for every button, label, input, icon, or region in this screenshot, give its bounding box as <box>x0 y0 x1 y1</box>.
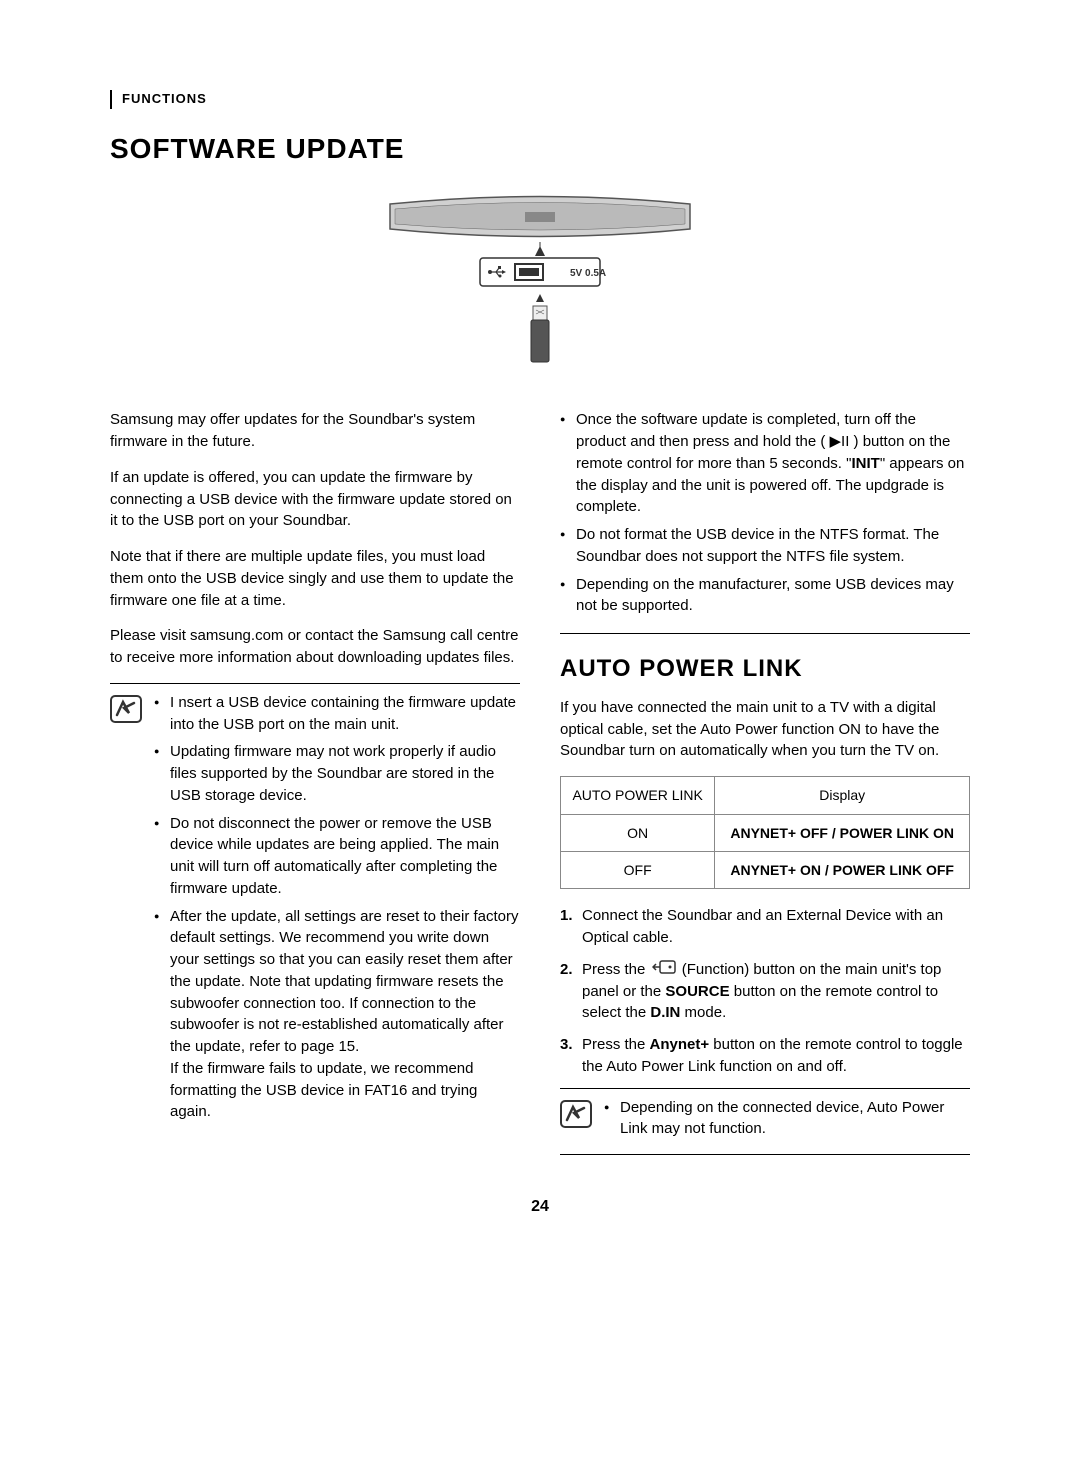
auto-power-title: AUTO POWER LINK <box>560 652 970 687</box>
step-1: 1. Connect the Soundbar and an External … <box>560 905 970 949</box>
auto-power-intro: If you have connected the main unit to a… <box>560 697 970 762</box>
table-header-row: AUTO POWER LINK Display <box>561 777 970 814</box>
note-item-4b: If the firmware fails to update, we reco… <box>170 1060 477 1121</box>
note-item-3: Do not disconnect the power or remove th… <box>154 813 520 900</box>
step-2a: Press the <box>582 961 650 978</box>
right-note-item: Depending on the connected device, Auto … <box>604 1097 970 1141</box>
page-header: FUNCTIONS <box>110 90 970 109</box>
intro-para-3: Note that if there are multiple update f… <box>110 546 520 611</box>
section-label: FUNCTIONS <box>122 90 970 109</box>
table-row-on: ON ANYNET+ OFF / POWER LINK ON <box>561 814 970 851</box>
rt-item-3: Depending on the manufacturer, some USB … <box>560 574 970 618</box>
note-item-2: Updating firmware may not work properly … <box>154 741 520 806</box>
note-item-4: After the update, all settings are reset… <box>154 906 520 1124</box>
th-1: AUTO POWER LINK <box>561 777 715 814</box>
td-on: ON <box>561 814 715 851</box>
note-item-4a: After the update, all settings are reset… <box>170 908 519 1056</box>
right-column: Once the software update is completed, t… <box>560 409 970 1155</box>
step-3: 3. Press the Anynet+ button on the remot… <box>560 1034 970 1078</box>
soundbar-diagram: 5V 0.5A <box>110 184 970 384</box>
td-off-display: ANYNET+ ON / POWER LINK OFF <box>715 851 970 888</box>
right-top-list: Once the software update is completed, t… <box>560 409 970 617</box>
usb-port-label: 5V 0.5A <box>570 268 606 279</box>
td-on-display: ANYNET+ OFF / POWER LINK ON <box>715 814 970 851</box>
steps-list: 1. Connect the Soundbar and an External … <box>560 905 970 1077</box>
right-top-notes: Once the software update is completed, t… <box>560 409 970 634</box>
function-icon <box>652 959 676 981</box>
intro-para-1: Samsung may offer updates for the Soundb… <box>110 409 520 453</box>
intro-para-2: If an update is offered, you can update … <box>110 467 520 532</box>
table-row-off: OFF ANYNET+ ON / POWER LINK OFF <box>561 851 970 888</box>
rt-item-2: Do not format the USB device in the NTFS… <box>560 524 970 568</box>
intro-para-4: Please visit samsung.com or contact the … <box>110 625 520 669</box>
step-2-num: 2. <box>560 959 573 981</box>
step-2-source: SOURCE <box>665 983 729 1000</box>
page-title: SOFTWARE UPDATE <box>110 129 970 170</box>
td-off: OFF <box>561 851 715 888</box>
step-3a: Press the <box>582 1036 650 1053</box>
right-note-block: Depending on the connected device, Auto … <box>560 1088 970 1156</box>
note-item-1: I nsert a USB device containing the firm… <box>154 692 520 736</box>
step-3-num: 3. <box>560 1034 573 1056</box>
note-icon <box>110 692 142 1129</box>
left-column: Samsung may offer updates for the Soundb… <box>110 409 520 1155</box>
step-2d: mode. <box>680 1004 726 1021</box>
step-2-din: D.IN <box>650 1004 680 1021</box>
th-2: Display <box>715 777 970 814</box>
step-2: 2. Press the (Function) button on the ma… <box>560 959 970 1024</box>
left-note-block: I nsert a USB device containing the firm… <box>110 683 520 1137</box>
note-icon-right <box>560 1097 592 1147</box>
step-1-text: Connect the Soundbar and an External Dev… <box>582 907 943 946</box>
right-note-content: Depending on the connected device, Auto … <box>604 1097 970 1147</box>
step-1-num: 1. <box>560 905 573 927</box>
step-3-anynet: Anynet+ <box>650 1036 710 1053</box>
left-note-list: I nsert a USB device containing the firm… <box>154 692 520 1123</box>
auto-power-table: AUTO POWER LINK Display ON ANYNET+ OFF /… <box>560 776 970 889</box>
page-number: 24 <box>110 1195 970 1218</box>
rt1bold: INIT <box>851 455 879 472</box>
content-columns: Samsung may offer updates for the Soundb… <box>110 409 970 1155</box>
right-note-list: Depending on the connected device, Auto … <box>604 1097 970 1141</box>
left-note-content: I nsert a USB device containing the firm… <box>154 692 520 1129</box>
rt-item-1: Once the software update is completed, t… <box>560 409 970 518</box>
